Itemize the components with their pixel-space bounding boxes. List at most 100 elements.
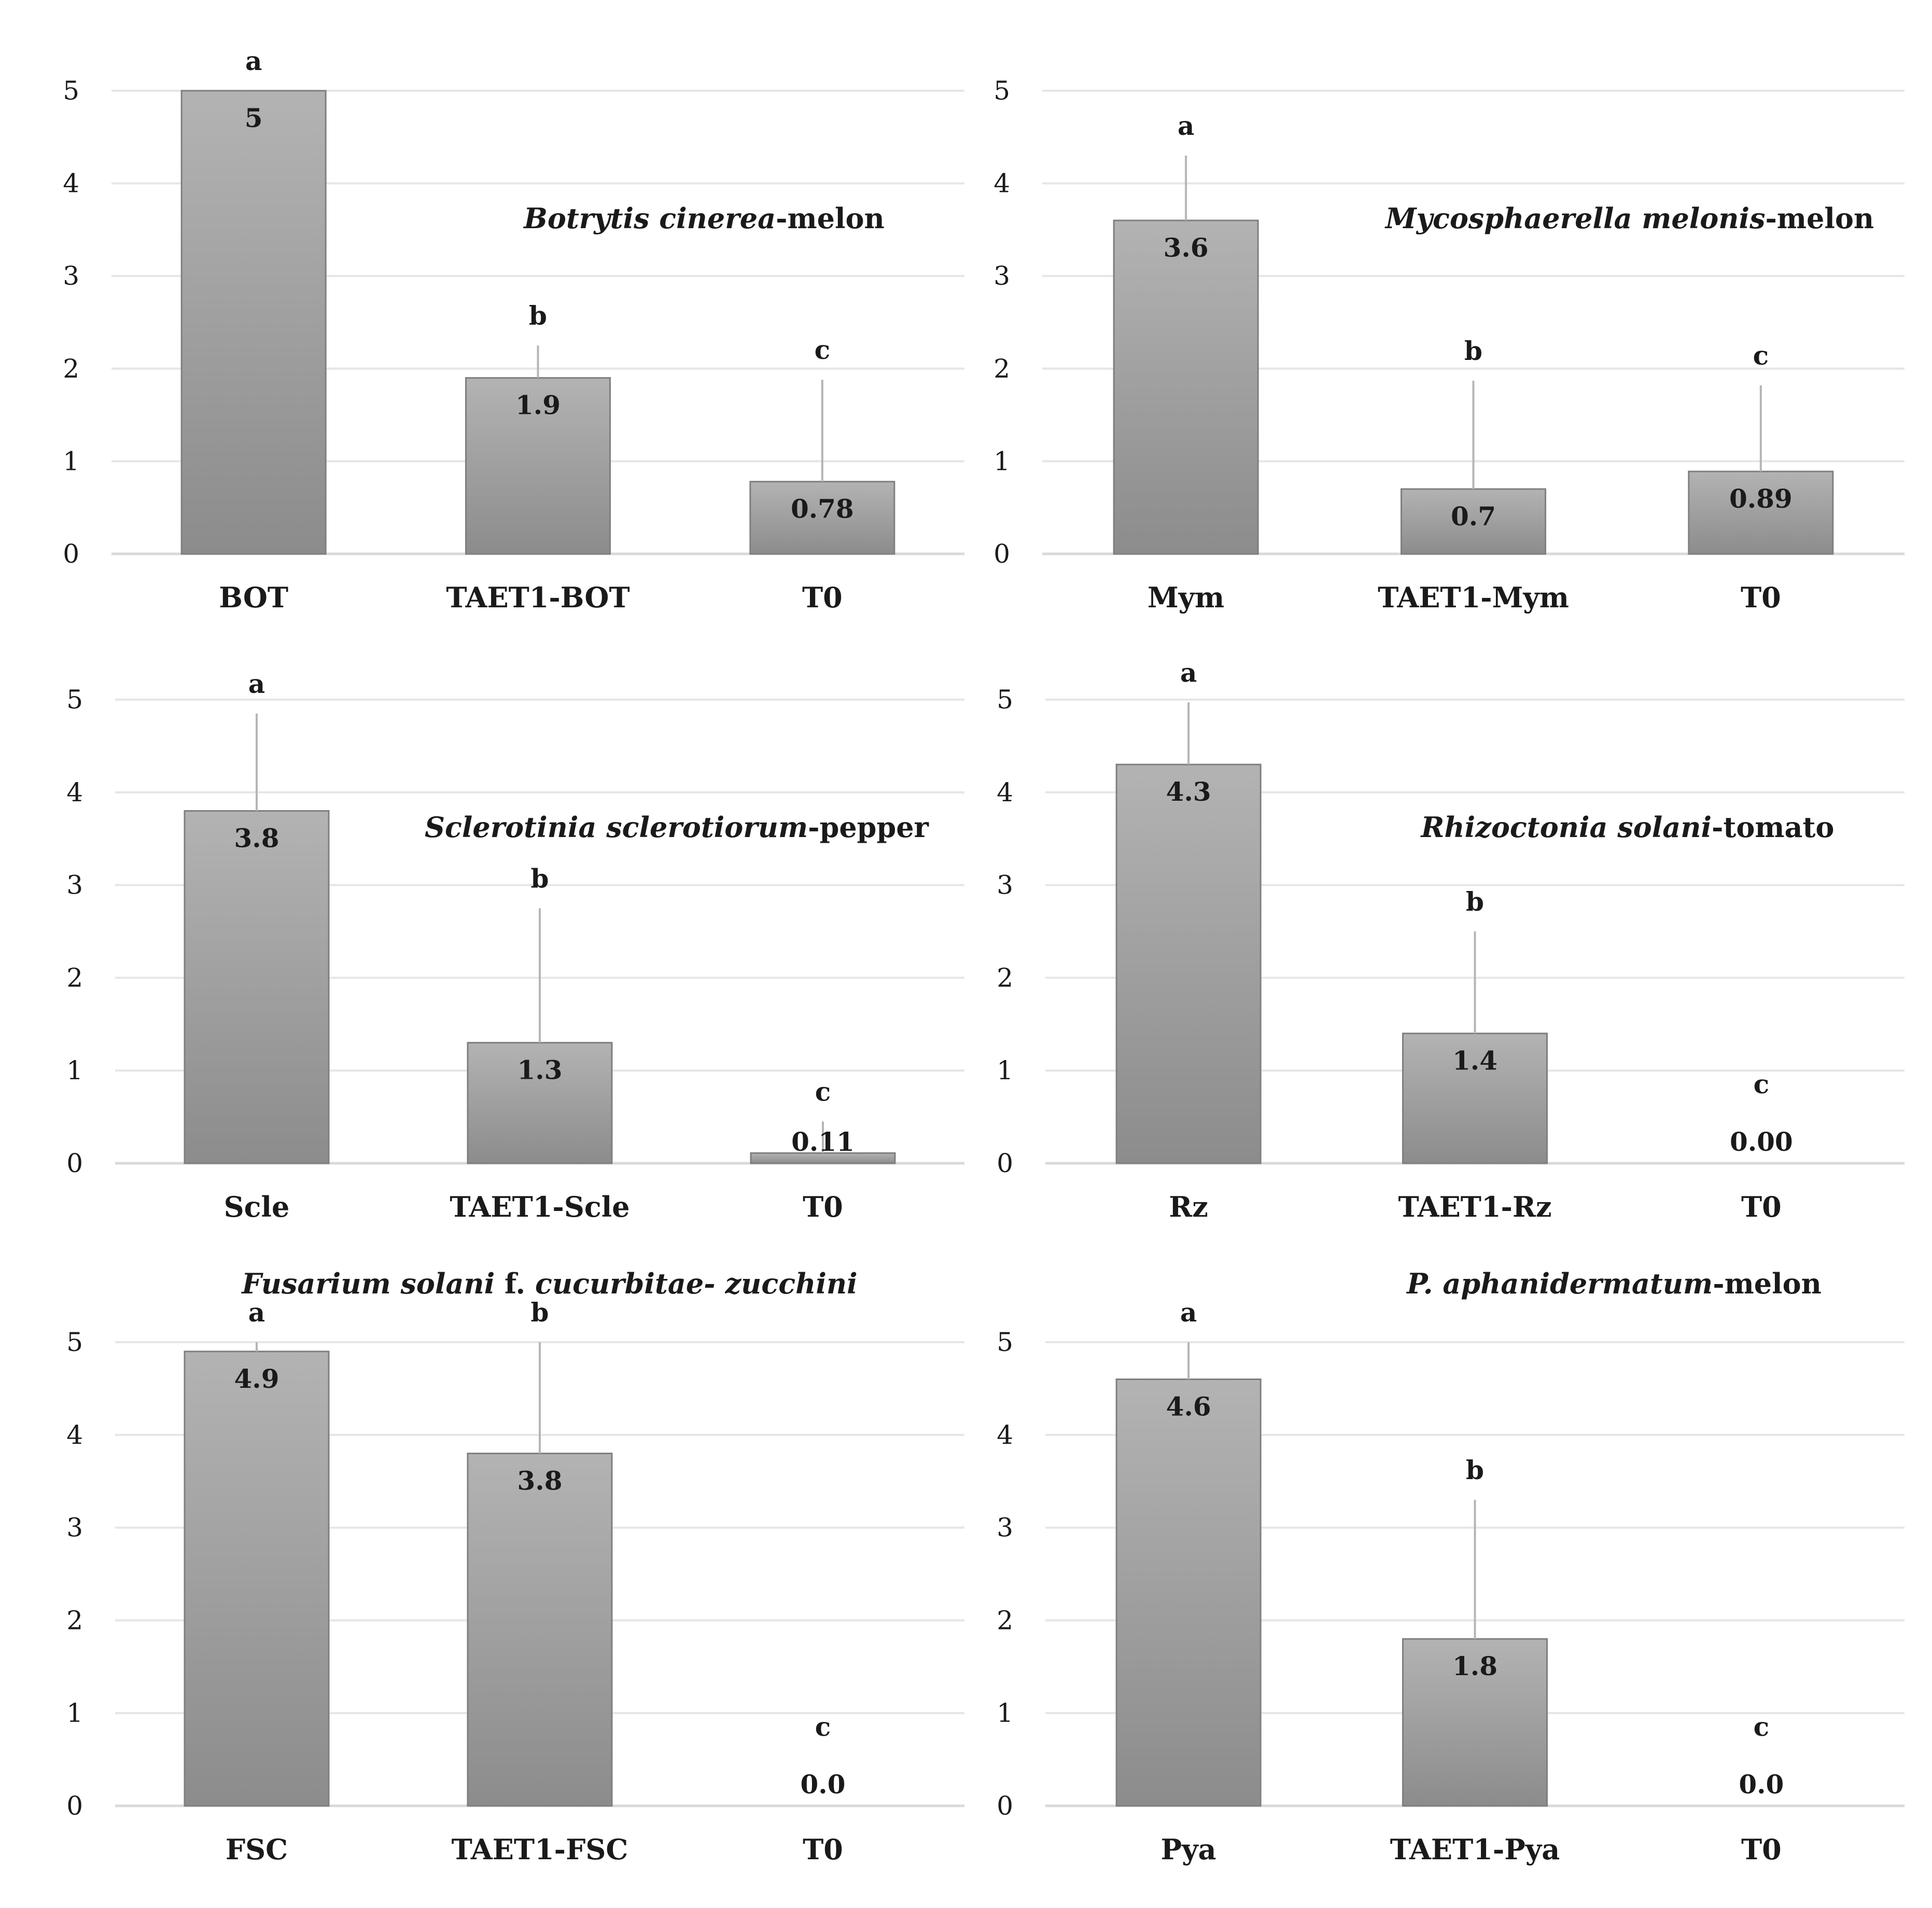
x-category-label: T0 <box>1741 581 1781 614</box>
data-label: 0.7 <box>1451 501 1496 532</box>
y-tick-label: 3 <box>66 1513 83 1543</box>
significance-letter: a <box>1180 657 1197 688</box>
x-category-label: TAET1-Pya <box>1390 1833 1560 1866</box>
y-tick-label: 4 <box>997 777 1013 807</box>
data-label: 1.8 <box>1452 1651 1497 1681</box>
data-label: 0.0 <box>801 1769 846 1800</box>
chart-title: Mycosphaerella melonis-melon <box>1384 202 1874 235</box>
chart-title: Botrytis cinerea-melon <box>523 202 885 235</box>
x-category-label: T0 <box>803 1190 843 1223</box>
y-tick-label: 2 <box>993 354 1010 384</box>
data-label: 0.89 <box>1729 483 1793 514</box>
data-label: 3.6 <box>1164 232 1209 263</box>
bar-taet1-pya <box>1402 1638 1548 1807</box>
data-label: 4.9 <box>234 1363 279 1394</box>
significance-letter: c <box>1753 340 1769 371</box>
y-tick-label: 4 <box>63 169 79 199</box>
chart-panel-5: 0 1 2 3 4 5 4.9 a FSC 3.8 b TAET1-FSC 0.0 c T0 Fusarium… <box>0 1267 966 1907</box>
bar-taet1-mym <box>1401 488 1546 555</box>
bar-t0 <box>750 1152 896 1164</box>
significance-letter: a <box>245 46 262 76</box>
data-label: 0.78 <box>791 494 854 524</box>
y-tick-label: 5 <box>66 685 83 715</box>
significance-letter: c <box>815 335 830 365</box>
significance-letter: a <box>248 669 265 699</box>
y-tick-label: 1 <box>66 1698 83 1728</box>
chart-title: P. aphanidermatum-melon <box>1406 1267 1822 1300</box>
x-category-label: TAET1-BOT <box>446 581 629 614</box>
x-category-label: T0 <box>803 1833 843 1866</box>
y-tick-label: 0 <box>993 539 1010 569</box>
bar-fsc <box>184 1350 330 1807</box>
x-category-label: TAET1-Rz <box>1398 1190 1552 1223</box>
x-category-label: T0 <box>802 581 843 614</box>
chart-panel-4: 0 1 2 3 4 5 4.3 a Rz 1.4 b TAET1-Rz 0.00 c T0 Rhizocton… <box>966 636 1932 1272</box>
significance-letter: c <box>1754 1069 1769 1099</box>
y-tick-label: 0 <box>66 1148 83 1178</box>
x-category-label: TAET1-Scle <box>450 1190 629 1223</box>
data-label: 4.6 <box>1166 1391 1211 1422</box>
significance-letter: c <box>815 1077 831 1107</box>
y-tick-label: 0 <box>997 1791 1013 1821</box>
bar-taet1-scle <box>467 1042 613 1164</box>
bar-taet1-bot <box>465 377 611 555</box>
x-category-label: Mym <box>1147 581 1224 614</box>
significance-letter: b <box>529 300 547 331</box>
chart-svg: 0 1 2 3 4 5 3.8 a Scle 1.3 b TAET1-Scle 0.11 c T0 Scler… <box>66 669 964 1223</box>
significance-letter: b <box>1466 1455 1484 1485</box>
y-tick-label: 2 <box>997 1605 1013 1635</box>
x-category-label: FSC <box>226 1833 288 1866</box>
x-category-label: BOT <box>219 581 288 614</box>
y-tick-label: 4 <box>66 1420 83 1450</box>
y-tick-label: 3 <box>997 1513 1013 1543</box>
chart-title: Rhizoctonia solani-tomato <box>1420 811 1835 844</box>
chart-panel-1: 0 1 2 3 4 5 5 a BOT 1.9 b TAET1-BOT 0.78 c T0 Botrytis … <box>0 0 966 636</box>
y-tick-label: 5 <box>66 1327 83 1357</box>
chart-panel-2: 0 1 2 3 4 5 3.6 a Mym 0.7 b TAET1-Mym 0.89 c T0 Mycosph… <box>966 0 1932 636</box>
significance-letter: b <box>1466 886 1484 917</box>
x-category-label: TAET1-FSC <box>452 1833 628 1866</box>
y-tick-label: 3 <box>997 870 1013 900</box>
bar-scle <box>184 810 330 1164</box>
chart-panel-3: 0 1 2 3 4 5 3.8 a Scle 1.3 b TAET1-Scle 0.11 c T0 Scler… <box>0 636 966 1272</box>
data-label: 1.4 <box>1452 1046 1497 1076</box>
data-label: 5 <box>245 103 263 133</box>
y-tick-label: 2 <box>63 354 79 384</box>
y-tick-label: 1 <box>997 1055 1013 1085</box>
y-tick-label: 5 <box>993 76 1010 106</box>
y-tick-label: 2 <box>66 1605 83 1635</box>
y-tick-label: 4 <box>993 169 1010 199</box>
bar-taet1-fsc <box>467 1453 613 1807</box>
significance-letter: c <box>1754 1711 1769 1742</box>
bar-t0 <box>749 481 895 555</box>
y-tick-label: 1 <box>66 1055 83 1085</box>
significance-letter: b <box>1464 336 1482 366</box>
x-category-label: Rz <box>1169 1190 1208 1223</box>
x-category-label: T0 <box>1741 1833 1782 1866</box>
y-tick-label: 4 <box>997 1420 1013 1450</box>
y-tick-label: 0 <box>997 1148 1013 1178</box>
data-label: 1.9 <box>515 390 561 421</box>
y-tick-label: 3 <box>993 261 1010 291</box>
y-tick-label: 1 <box>993 446 1010 476</box>
chart-svg: 0 1 2 3 4 5 3.6 a Mym 0.7 b TAET1-Mym 0.89 c T0 Mycosph… <box>993 76 1905 614</box>
bar-bot <box>180 90 327 555</box>
chart-svg: 0 1 2 3 4 5 4.3 a Rz 1.4 b TAET1-Rz 0.00 c T0 Rhizocton… <box>997 657 1905 1223</box>
chart-title: Sclerotinia sclerotiorum-pepper <box>425 811 929 844</box>
significance-letter: a <box>1180 1297 1197 1328</box>
significance-letter: b <box>531 863 549 894</box>
significance-letter: c <box>815 1711 831 1742</box>
x-category-label: TAET1-Mym <box>1378 581 1569 614</box>
data-label: 0.11 <box>791 1126 855 1157</box>
data-label: 3.8 <box>517 1466 563 1496</box>
x-category-label: T0 <box>1741 1190 1782 1223</box>
chart-svg: 0 1 2 3 4 5 4.6 a Pya 1.8 b TAET1-Pya 0.0 c T0 P. aphan… <box>997 1267 1905 1866</box>
significance-letter: a <box>248 1297 265 1328</box>
data-label: 3.8 <box>234 823 279 854</box>
chart-title: Fusarium solani f. cucurbitae- zucchini <box>241 1267 857 1300</box>
y-tick-label: 0 <box>66 1791 83 1821</box>
y-tick-label: 5 <box>63 76 79 106</box>
bar-t0 <box>1688 470 1834 555</box>
data-label: 4.3 <box>1166 776 1211 807</box>
